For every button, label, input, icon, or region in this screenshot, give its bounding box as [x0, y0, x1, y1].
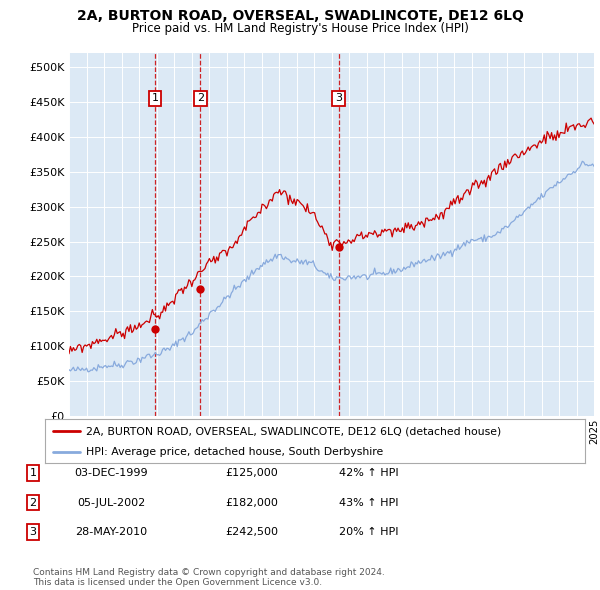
- Text: Price paid vs. HM Land Registry's House Price Index (HPI): Price paid vs. HM Land Registry's House …: [131, 22, 469, 35]
- Text: Contains HM Land Registry data © Crown copyright and database right 2024.: Contains HM Land Registry data © Crown c…: [33, 568, 385, 576]
- Text: 3: 3: [29, 527, 37, 537]
- Text: 28-MAY-2010: 28-MAY-2010: [75, 527, 147, 537]
- Text: This data is licensed under the Open Government Licence v3.0.: This data is licensed under the Open Gov…: [33, 578, 322, 587]
- Text: 42% ↑ HPI: 42% ↑ HPI: [339, 468, 399, 478]
- Text: £125,000: £125,000: [226, 468, 278, 478]
- Text: 3: 3: [335, 93, 342, 103]
- Text: HPI: Average price, detached house, South Derbyshire: HPI: Average price, detached house, Sout…: [86, 447, 383, 457]
- Text: 1: 1: [152, 93, 158, 103]
- Text: £242,500: £242,500: [226, 527, 278, 537]
- Text: 03-DEC-1999: 03-DEC-1999: [74, 468, 148, 478]
- Text: 2A, BURTON ROAD, OVERSEAL, SWADLINCOTE, DE12 6LQ: 2A, BURTON ROAD, OVERSEAL, SWADLINCOTE, …: [77, 9, 523, 24]
- Text: 20% ↑ HPI: 20% ↑ HPI: [339, 527, 399, 537]
- Text: 2A, BURTON ROAD, OVERSEAL, SWADLINCOTE, DE12 6LQ (detached house): 2A, BURTON ROAD, OVERSEAL, SWADLINCOTE, …: [86, 427, 501, 436]
- Text: 05-JUL-2002: 05-JUL-2002: [77, 498, 145, 507]
- Text: 43% ↑ HPI: 43% ↑ HPI: [339, 498, 399, 507]
- Text: 2: 2: [197, 93, 204, 103]
- Text: £182,000: £182,000: [226, 498, 278, 507]
- Text: 1: 1: [29, 468, 37, 478]
- Text: 2: 2: [29, 498, 37, 507]
